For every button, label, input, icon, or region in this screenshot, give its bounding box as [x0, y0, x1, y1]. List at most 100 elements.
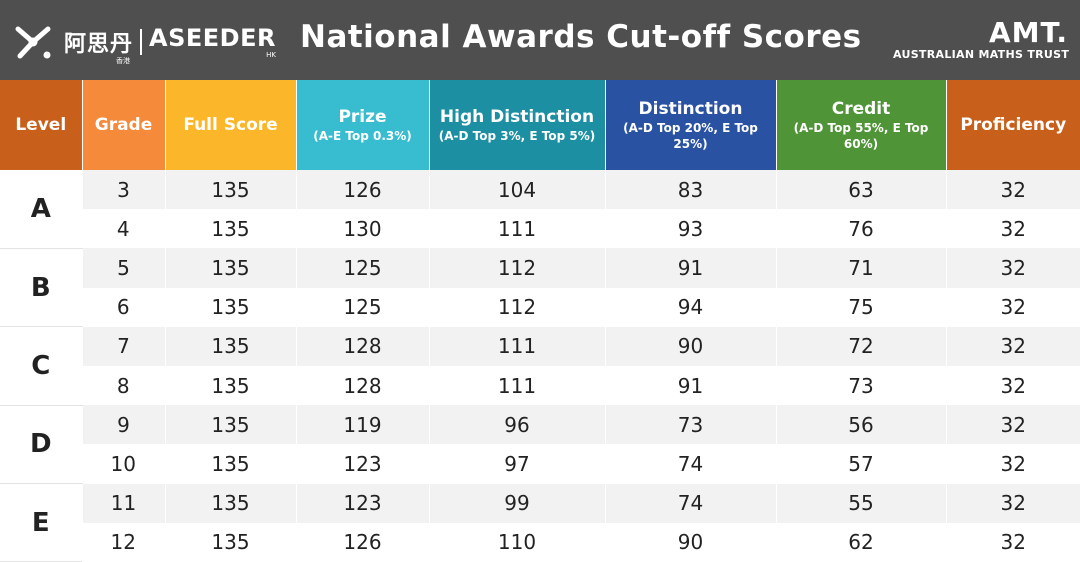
cutoff-scores-table: Level Grade Full Score Prize (A-E Top 0.3%) H…: [0, 80, 1080, 562]
brand-chinese-sub: 香港: [116, 57, 130, 65]
cell-full-score: 135: [164, 326, 296, 366]
cell-distinction: 94: [604, 287, 776, 327]
cell-distinction: 74: [604, 444, 776, 484]
cell-full-score: 135: [164, 483, 296, 523]
table-row: C 7 135 128 111 90 72 32: [0, 326, 1080, 406]
column-header-credit: Credit (A-D Top 55%, E Top 60%): [775, 80, 946, 170]
table-row: 6 135 125 112 94 75 32: [0, 287, 1080, 327]
cell-credit: 55: [775, 483, 946, 523]
cell-full-score: 135: [164, 444, 296, 484]
cell-grade: 12: [82, 522, 165, 562]
cell-grade: 5: [81, 248, 165, 288]
table-row: B 5 135 125 112 91 71 32: [0, 248, 1080, 328]
cell-grade: 4: [82, 209, 165, 249]
cell-grade: 11: [81, 483, 165, 523]
table-header-row: Level Grade Full Score Prize (A-E Top 0.3%) H…: [0, 80, 1080, 170]
cell-prize: 125: [295, 287, 429, 327]
brand-separator: [140, 29, 143, 55]
column-header-grade: Grade: [81, 80, 165, 170]
cell-credit: 75: [775, 287, 946, 327]
cell-high-distinction: 111: [428, 326, 605, 366]
table-row: E 11 135 123 99 74 55 32: [0, 483, 1080, 562]
column-header-label: Full Score: [183, 115, 278, 135]
cell-proficiency: 32: [945, 405, 1080, 445]
cell-prize: 128: [295, 326, 429, 366]
cell-high-distinction: 111: [428, 209, 605, 249]
level-cell: E: [0, 483, 82, 562]
cell-prize: 119: [295, 405, 429, 445]
cell-distinction: 93: [604, 209, 776, 249]
cell-prize: 126: [295, 522, 429, 562]
level-cell: A: [0, 170, 82, 249]
cell-proficiency: 32: [945, 522, 1080, 562]
cell-prize: 130: [295, 209, 429, 249]
table-row: 8 135 128 111 91 73 32: [0, 365, 1080, 406]
cell-credit: 76: [775, 209, 946, 249]
brand-english-block: ASEEDER HK: [149, 25, 276, 59]
cell-proficiency: 32: [945, 326, 1080, 366]
cell-high-distinction: 111: [428, 365, 605, 406]
cell-full-score: 135: [164, 209, 296, 249]
amt-logo-name: AUSTRALIAN MATHS TRUST: [893, 48, 1070, 61]
cell-grade: 8: [82, 365, 165, 406]
cell-grade: 7: [81, 326, 165, 366]
cell-distinction: 90: [604, 326, 776, 366]
level-cell: B: [0, 248, 82, 328]
table-row: 10 135 123 97 74 57 32: [0, 444, 1080, 484]
cell-distinction: 90: [604, 522, 776, 562]
cell-proficiency: 32: [945, 170, 1080, 210]
cell-full-score: 135: [164, 405, 296, 445]
column-header-label: Prize: [338, 107, 387, 127]
column-header-distinction: Distinction (A-D Top 20%, E Top 25%): [604, 80, 776, 170]
cell-credit: 56: [775, 405, 946, 445]
brand-english-sub: HK: [266, 51, 276, 59]
column-header-label: Level: [15, 115, 67, 135]
cell-prize: 125: [295, 248, 429, 288]
page-title: National Awards Cut-off Scores: [300, 19, 862, 55]
column-header-full-score: Full Score: [164, 80, 296, 170]
cell-credit: 73: [775, 365, 946, 406]
amt-logo: AMT. AUSTRALIAN MATHS TRUST: [893, 16, 1070, 62]
cell-distinction: 74: [604, 483, 776, 523]
cell-full-score: 135: [164, 522, 296, 562]
table-row: 4 135 130 111 93 76 32: [0, 209, 1080, 249]
cell-prize: 126: [295, 170, 429, 210]
cell-full-score: 135: [164, 287, 296, 327]
cell-credit: 57: [775, 444, 946, 484]
cell-high-distinction: 112: [428, 287, 605, 327]
column-header-sublabel: (A-D Top 3%, E Top 5%): [438, 129, 596, 143]
cell-credit: 63: [775, 170, 946, 210]
column-header-label: Grade: [94, 115, 153, 135]
cell-prize: 123: [295, 444, 429, 484]
aseeder-logo: 阿思丹 ASEEDER HK 香港: [12, 22, 276, 65]
column-header-level: Level: [0, 80, 82, 170]
cell-distinction: 91: [604, 365, 776, 406]
cell-credit: 71: [775, 248, 946, 288]
column-header-sublabel: (A-D Top 55%, E Top 60%): [793, 121, 929, 151]
cell-high-distinction: 97: [428, 444, 605, 484]
cell-proficiency: 32: [945, 287, 1080, 327]
table-row: 12 135 126 110 90 62 32: [0, 522, 1080, 562]
column-header-label: High Distinction: [439, 107, 595, 127]
amt-logo-mark: AMT.: [988, 16, 1068, 49]
table-body: A 3 135 126 104 83 63 32 4 135 130 111 93 76 32 B 5 135 12…: [0, 170, 1080, 562]
header-bar: 阿思丹 ASEEDER HK 香港 National Awards Cut-of…: [0, 0, 1080, 80]
column-header-label: Credit: [831, 99, 891, 119]
column-header-proficiency: Proficiency: [945, 80, 1080, 170]
table-row: D 9 135 119 96 73 56 32: [0, 405, 1080, 485]
cell-high-distinction: 104: [428, 170, 605, 210]
column-header-high-distinction: High Distinction (A-D Top 3%, E Top 5%): [428, 80, 605, 170]
brand-chinese-name: 阿思丹: [64, 32, 134, 57]
cell-distinction: 73: [604, 405, 776, 445]
cell-grade: 10: [82, 444, 165, 484]
cell-proficiency: 32: [945, 248, 1080, 288]
cell-proficiency: 32: [945, 483, 1080, 523]
cell-grade: 3: [81, 170, 165, 210]
cell-prize: 123: [295, 483, 429, 523]
column-header-sublabel: (A-D Top 20%, E Top 25%): [623, 121, 758, 151]
cell-grade: 9: [81, 405, 165, 445]
cell-high-distinction: 96: [428, 405, 605, 445]
cell-high-distinction: 110: [428, 522, 605, 562]
column-header-label: Proficiency: [960, 115, 1067, 135]
cell-grade: 6: [82, 287, 165, 327]
